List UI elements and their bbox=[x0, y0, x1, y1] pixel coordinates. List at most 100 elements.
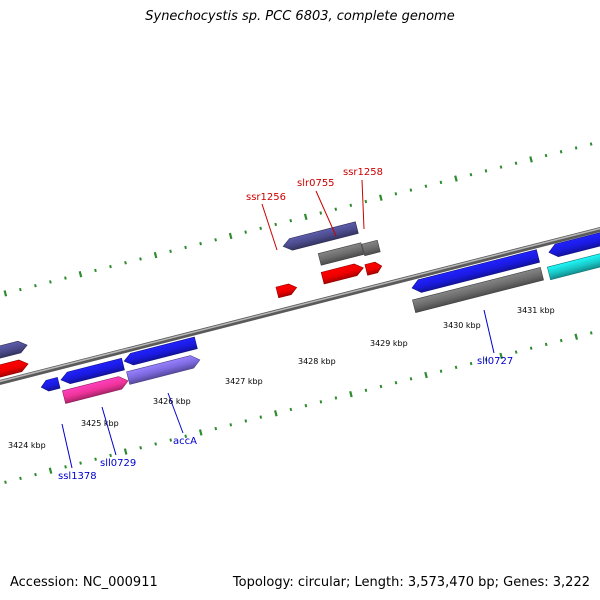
lower-ruler-tick bbox=[559, 338, 563, 343]
upper-ruler-tick bbox=[228, 232, 233, 240]
gene-arrow[interactable] bbox=[317, 242, 365, 266]
upper-ruler-tick bbox=[379, 194, 383, 201]
lower-ruler-tick bbox=[184, 434, 188, 438]
upper-ruler-tick bbox=[184, 245, 187, 250]
upper-ruler-tick bbox=[244, 230, 248, 234]
gene-label[interactable]: sll0729 bbox=[100, 458, 136, 469]
upper-ruler-tick bbox=[349, 203, 353, 208]
gene-leader-line bbox=[261, 203, 278, 251]
lower-ruler-tick bbox=[574, 333, 579, 340]
gene-label[interactable]: accA bbox=[173, 436, 197, 447]
kbp-label: 3431 kbp bbox=[517, 306, 555, 315]
gene-arrow[interactable] bbox=[275, 282, 298, 299]
upper-ruler-tick bbox=[424, 184, 428, 188]
lower-ruler-tick bbox=[48, 467, 53, 474]
upper-ruler-tick bbox=[469, 173, 473, 177]
kbp-label: 3430 kbp bbox=[443, 321, 481, 330]
gene-arrow[interactable] bbox=[40, 377, 61, 392]
gene-arrow[interactable] bbox=[546, 251, 600, 281]
gene-arrow[interactable] bbox=[320, 262, 365, 285]
gene-arrow[interactable] bbox=[547, 230, 600, 258]
gene-arrow[interactable] bbox=[364, 261, 383, 276]
lower-ruler-tick bbox=[499, 352, 503, 360]
gene-arrow[interactable] bbox=[0, 358, 30, 385]
upper-ruler-tick bbox=[319, 211, 323, 215]
lower-ruler-tick bbox=[484, 358, 488, 362]
upper-ruler-tick bbox=[574, 146, 578, 150]
gene-label[interactable]: sll0727 bbox=[477, 356, 513, 367]
lower-ruler-tick bbox=[169, 438, 173, 442]
gene-arrow[interactable] bbox=[0, 339, 29, 366]
lower-ruler-tick bbox=[4, 480, 7, 484]
upper-ruler-tick bbox=[153, 251, 158, 259]
lower-ruler-tick bbox=[64, 465, 67, 469]
lower-ruler-tick bbox=[514, 350, 518, 354]
gene-label[interactable]: ssr1258 bbox=[343, 167, 383, 178]
upper-ruler-tick bbox=[364, 199, 368, 204]
kbp-label: 3424 kbp bbox=[8, 441, 46, 450]
gene-label[interactable]: ssl1378 bbox=[58, 471, 97, 482]
lower-ruler-tick bbox=[289, 407, 293, 412]
upper-ruler-tick bbox=[589, 142, 593, 146]
upper-ruler-tick bbox=[289, 218, 293, 223]
lower-ruler-tick bbox=[394, 380, 398, 385]
lower-ruler-tick bbox=[319, 400, 323, 404]
upper-ruler-tick bbox=[169, 249, 172, 253]
upper-ruler-tick bbox=[544, 153, 548, 158]
upper-ruler-tick bbox=[303, 213, 308, 220]
lower-ruler-tick bbox=[544, 342, 548, 347]
lower-ruler-tick bbox=[259, 415, 263, 419]
lower-ruler-tick bbox=[79, 461, 82, 465]
upper-ruler-tick bbox=[139, 257, 142, 261]
gene-arrow[interactable] bbox=[123, 336, 198, 367]
accession-text: Accession: NC_000911 bbox=[10, 575, 158, 590]
lower-ruler-tick bbox=[34, 472, 37, 477]
genome-summary-text: Topology: circular; Length: 3,573,470 bp… bbox=[232, 575, 590, 590]
gene-leader-line bbox=[315, 190, 337, 237]
gene-leader-line bbox=[361, 179, 365, 230]
gene-arrow[interactable] bbox=[282, 221, 359, 252]
gene-leader-line bbox=[61, 423, 73, 469]
kbp-label: 3427 kbp bbox=[225, 377, 263, 386]
upper-ruler-tick bbox=[49, 280, 52, 284]
upper-ruler-tick bbox=[514, 161, 518, 165]
gene-arrow[interactable] bbox=[62, 375, 129, 404]
gene-arrow[interactable] bbox=[60, 357, 125, 385]
upper-ruler-tick bbox=[19, 287, 22, 292]
upper-ruler-tick bbox=[409, 188, 413, 192]
gene-label[interactable]: ssr1256 bbox=[246, 192, 286, 203]
kbp-label: 3428 kbp bbox=[298, 357, 336, 366]
upper-ruler-tick bbox=[94, 268, 97, 273]
lower-ruler-tick bbox=[439, 369, 443, 373]
lower-ruler-tick bbox=[19, 476, 22, 481]
lower-ruler-tick bbox=[454, 365, 458, 370]
lower-ruler-tick bbox=[469, 361, 473, 366]
gene-arrow[interactable] bbox=[126, 354, 202, 385]
gene-leader-line bbox=[483, 309, 495, 354]
lower-ruler-tick bbox=[123, 448, 128, 455]
gene-arrow[interactable] bbox=[361, 239, 381, 257]
upper-ruler-tick bbox=[34, 284, 37, 288]
gene-arrow[interactable] bbox=[412, 267, 544, 313]
lower-ruler-tick bbox=[589, 331, 593, 335]
upper-ruler-tick bbox=[3, 290, 8, 297]
kbp-label: 3425 kbp bbox=[81, 419, 119, 428]
gene-leader-line bbox=[101, 406, 117, 456]
lower-ruler-tick bbox=[94, 457, 97, 461]
lower-ruler-tick bbox=[304, 403, 308, 408]
lower-ruler-tick bbox=[139, 446, 142, 450]
upper-ruler-tick bbox=[394, 192, 398, 196]
upper-ruler-tick bbox=[334, 207, 338, 211]
gene-arrow[interactable] bbox=[410, 249, 540, 295]
lower-ruler-tick bbox=[424, 371, 428, 379]
upper-ruler-tick bbox=[484, 169, 488, 173]
upper-ruler-tick bbox=[64, 276, 67, 280]
lower-ruler-tick bbox=[334, 396, 338, 400]
kbp-label: 3429 kbp bbox=[370, 339, 408, 348]
lower-ruler-tick bbox=[409, 377, 413, 381]
gene-label[interactable]: slr0755 bbox=[297, 178, 335, 189]
map-title: Synechocystis sp. PCC 6803, complete gen… bbox=[145, 9, 455, 24]
upper-ruler-tick bbox=[559, 150, 563, 154]
